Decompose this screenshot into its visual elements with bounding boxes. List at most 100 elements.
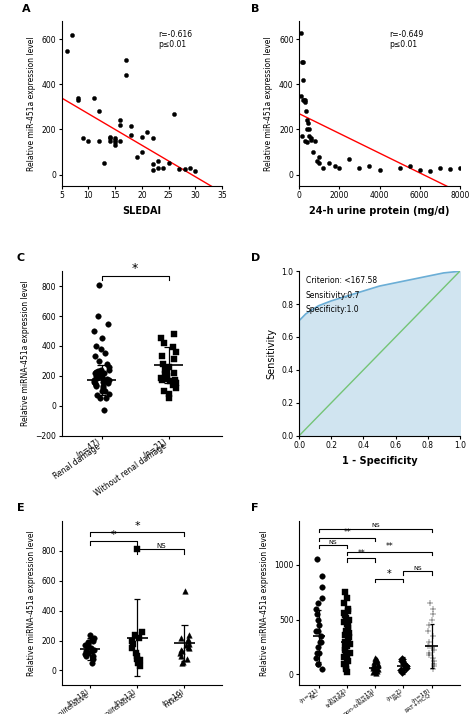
Point bbox=[315, 641, 322, 653]
Point bbox=[180, 656, 187, 668]
Point bbox=[158, 351, 165, 362]
Point bbox=[374, 658, 382, 669]
Point bbox=[365, 160, 373, 171]
Point bbox=[371, 665, 378, 676]
Point bbox=[344, 605, 352, 617]
Point bbox=[181, 585, 189, 597]
Point bbox=[326, 158, 333, 169]
Point bbox=[428, 614, 436, 625]
Y-axis label: Sensitivity: Sensitivity bbox=[266, 328, 276, 379]
Point bbox=[106, 135, 114, 146]
Point bbox=[298, 90, 305, 101]
Point bbox=[134, 544, 141, 555]
Point bbox=[406, 160, 413, 171]
Point bbox=[314, 658, 321, 669]
Point bbox=[344, 618, 351, 630]
Point bbox=[95, 135, 103, 146]
Point bbox=[170, 108, 178, 119]
Point bbox=[373, 668, 380, 679]
Point bbox=[456, 162, 464, 174]
Point bbox=[173, 346, 180, 358]
Point bbox=[95, 366, 102, 377]
Point bbox=[317, 636, 325, 648]
Point bbox=[90, 644, 98, 655]
Text: **: ** bbox=[343, 528, 351, 537]
Point bbox=[341, 610, 349, 621]
Point bbox=[340, 608, 348, 619]
Point bbox=[165, 388, 173, 400]
Point bbox=[95, 355, 102, 366]
Point bbox=[430, 658, 438, 669]
Point bbox=[319, 162, 327, 174]
Point bbox=[312, 625, 319, 636]
Point bbox=[89, 650, 97, 661]
Point bbox=[163, 366, 170, 377]
Point bbox=[95, 368, 102, 379]
Point bbox=[317, 636, 324, 648]
Point bbox=[346, 647, 354, 658]
Point bbox=[343, 653, 351, 665]
Point bbox=[184, 635, 191, 646]
Point bbox=[154, 162, 162, 174]
Point bbox=[346, 638, 354, 650]
Point bbox=[346, 153, 353, 164]
Point bbox=[311, 135, 319, 146]
Text: r=-0.616
p≤0.01: r=-0.616 p≤0.01 bbox=[158, 30, 192, 49]
Point bbox=[170, 328, 177, 340]
Point bbox=[344, 623, 352, 634]
Point bbox=[69, 29, 76, 41]
Text: **: ** bbox=[357, 549, 365, 558]
Text: mixed: mixed bbox=[164, 692, 184, 709]
Point bbox=[305, 131, 313, 142]
Point bbox=[128, 129, 135, 141]
Point bbox=[160, 373, 168, 385]
Point bbox=[345, 627, 353, 638]
Text: (n=15): (n=15) bbox=[355, 688, 375, 704]
Point bbox=[177, 632, 185, 643]
Point bbox=[160, 337, 168, 348]
Point bbox=[122, 70, 129, 81]
Y-axis label: Relative miR-451a expression level: Relative miR-451a expression level bbox=[264, 36, 273, 171]
Point bbox=[446, 164, 454, 175]
Point bbox=[308, 133, 315, 144]
Point bbox=[314, 658, 321, 669]
Point bbox=[399, 655, 406, 667]
Point bbox=[91, 378, 99, 389]
Point bbox=[100, 381, 107, 392]
Text: **: ** bbox=[385, 543, 393, 551]
Point bbox=[94, 311, 102, 322]
Point bbox=[93, 390, 101, 401]
Point bbox=[369, 660, 376, 671]
Point bbox=[111, 134, 119, 146]
Point bbox=[402, 660, 410, 671]
Point bbox=[178, 650, 185, 661]
Text: A: A bbox=[21, 4, 30, 14]
Point bbox=[144, 126, 151, 138]
Point bbox=[172, 375, 179, 386]
Point bbox=[133, 151, 140, 162]
Point bbox=[318, 630, 325, 642]
Point bbox=[105, 361, 113, 373]
Text: *: * bbox=[111, 530, 117, 540]
Point bbox=[111, 139, 119, 151]
Point bbox=[82, 648, 89, 660]
Point bbox=[376, 164, 383, 176]
Point bbox=[165, 158, 173, 169]
Point bbox=[89, 653, 96, 664]
Point bbox=[300, 94, 307, 106]
Point bbox=[103, 358, 110, 370]
Point bbox=[184, 641, 191, 653]
Point bbox=[345, 603, 352, 615]
Point bbox=[342, 629, 349, 640]
Point bbox=[102, 385, 109, 396]
Text: Renal damage: Renal damage bbox=[52, 441, 102, 481]
Point bbox=[345, 634, 352, 645]
Point bbox=[310, 146, 317, 158]
Point bbox=[344, 655, 352, 667]
Point bbox=[426, 647, 433, 658]
Text: NS: NS bbox=[156, 543, 165, 549]
Text: PAT+HCQ: PAT+HCQ bbox=[404, 691, 432, 713]
Point bbox=[105, 388, 113, 400]
Point bbox=[318, 663, 326, 675]
Point bbox=[401, 658, 408, 669]
